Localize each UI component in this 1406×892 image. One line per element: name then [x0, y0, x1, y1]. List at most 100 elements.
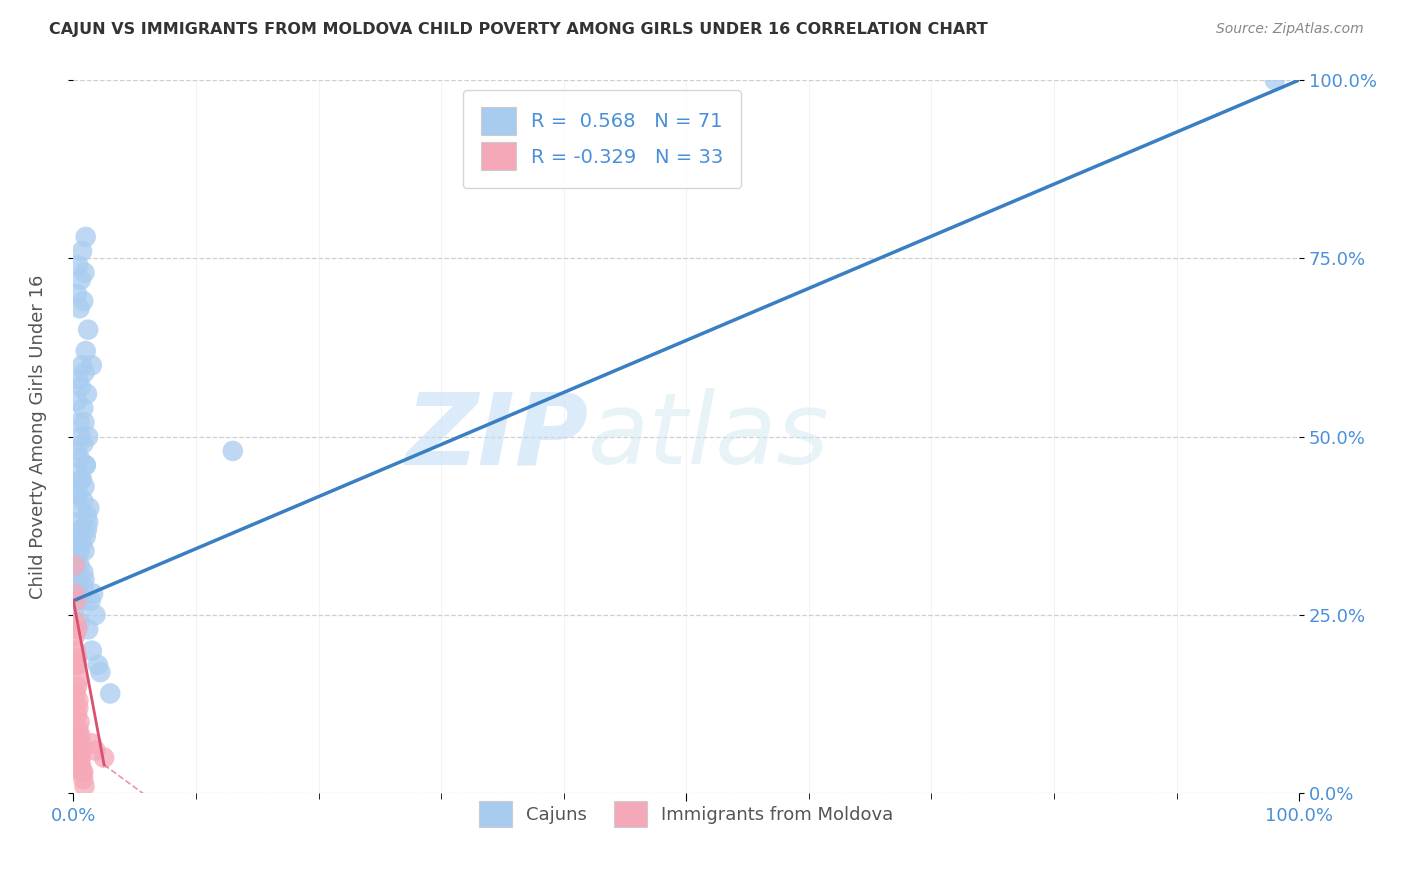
- Point: [75, 458, 97, 473]
- Point: [69, 430, 91, 444]
- Point: [65, 657, 87, 672]
- Point: [69, 615, 91, 629]
- Point: [67, 259, 90, 273]
- Point: [69, 451, 91, 466]
- Point: [67, 672, 90, 686]
- Point: [70, 743, 93, 757]
- Point: [73, 366, 96, 380]
- Point: [67, 586, 90, 600]
- Point: [72, 764, 94, 779]
- Point: [67, 700, 90, 714]
- Point: [77, 516, 100, 530]
- Point: [65, 558, 87, 572]
- Point: [69, 273, 91, 287]
- Point: [67, 729, 90, 743]
- Point: [80, 643, 103, 657]
- Point: [80, 736, 103, 750]
- Point: [65, 466, 87, 480]
- Point: [72, 294, 94, 309]
- Point: [66, 536, 89, 550]
- Point: [63, 586, 86, 600]
- Point: [67, 572, 90, 586]
- Point: [73, 416, 96, 430]
- Point: [65, 686, 87, 700]
- Point: [89, 665, 111, 679]
- Point: [72, 437, 94, 451]
- Point: [87, 657, 110, 672]
- Point: [70, 244, 93, 259]
- Text: CAJUN VS IMMIGRANTS FROM MOLDOVA CHILD POVERTY AMONG GIRLS UNDER 16 CORRELATION : CAJUN VS IMMIGRANTS FROM MOLDOVA CHILD P…: [49, 22, 988, 37]
- Point: [69, 523, 91, 537]
- Point: [66, 487, 89, 501]
- Point: [69, 714, 91, 729]
- Point: [70, 593, 93, 607]
- Point: [66, 679, 89, 693]
- Point: [69, 558, 91, 572]
- Legend: Cajuns, Immigrants from Moldova: Cajuns, Immigrants from Moldova: [472, 794, 901, 834]
- Point: [69, 743, 91, 757]
- Point: [67, 693, 90, 707]
- Point: [73, 779, 96, 793]
- Point: [72, 494, 94, 508]
- Point: [66, 622, 89, 636]
- Point: [67, 536, 90, 550]
- Point: [70, 536, 93, 550]
- Point: [72, 579, 94, 593]
- Point: [76, 523, 98, 537]
- Point: [66, 444, 89, 458]
- Point: [77, 622, 100, 636]
- Point: [72, 401, 94, 416]
- Point: [72, 565, 94, 579]
- Point: [67, 722, 90, 736]
- Point: [67, 373, 90, 387]
- Point: [69, 750, 91, 764]
- Point: [69, 380, 91, 394]
- Point: [65, 643, 87, 657]
- Point: [63, 558, 86, 572]
- Point: [70, 523, 93, 537]
- Point: [65, 615, 87, 629]
- Point: [66, 550, 89, 565]
- Point: [84, 607, 107, 622]
- Text: atlas: atlas: [588, 388, 830, 485]
- Point: [75, 344, 97, 359]
- Point: [73, 543, 96, 558]
- Point: [77, 323, 100, 337]
- Point: [75, 458, 97, 473]
- Point: [69, 473, 91, 487]
- Point: [70, 359, 93, 373]
- Point: [69, 729, 91, 743]
- Point: [222, 444, 245, 458]
- Text: ZIP: ZIP: [405, 388, 588, 485]
- Point: [69, 750, 91, 764]
- Point: [66, 707, 89, 722]
- Point: [66, 657, 89, 672]
- Point: [82, 586, 104, 600]
- Point: [65, 593, 87, 607]
- Point: [93, 750, 115, 764]
- Point: [75, 230, 97, 244]
- Point: [76, 387, 98, 401]
- Point: [67, 487, 90, 501]
- Point: [73, 572, 96, 586]
- Point: [65, 572, 87, 586]
- Point: [65, 516, 87, 530]
- Text: Source: ZipAtlas.com: Source: ZipAtlas.com: [1216, 22, 1364, 37]
- Point: [73, 480, 96, 494]
- Point: [75, 529, 97, 543]
- Point: [1264, 73, 1286, 87]
- Point: [65, 600, 87, 615]
- Point: [63, 629, 86, 643]
- Point: [69, 501, 91, 516]
- Point: [72, 772, 94, 786]
- Point: [66, 650, 89, 665]
- Y-axis label: Child Poverty Among Girls Under 16: Child Poverty Among Girls Under 16: [30, 275, 46, 599]
- Point: [70, 764, 93, 779]
- Point: [69, 301, 91, 316]
- Point: [70, 473, 93, 487]
- Point: [69, 543, 91, 558]
- Point: [69, 757, 91, 772]
- Point: [79, 593, 101, 607]
- Point: [76, 508, 98, 523]
- Point: [69, 736, 91, 750]
